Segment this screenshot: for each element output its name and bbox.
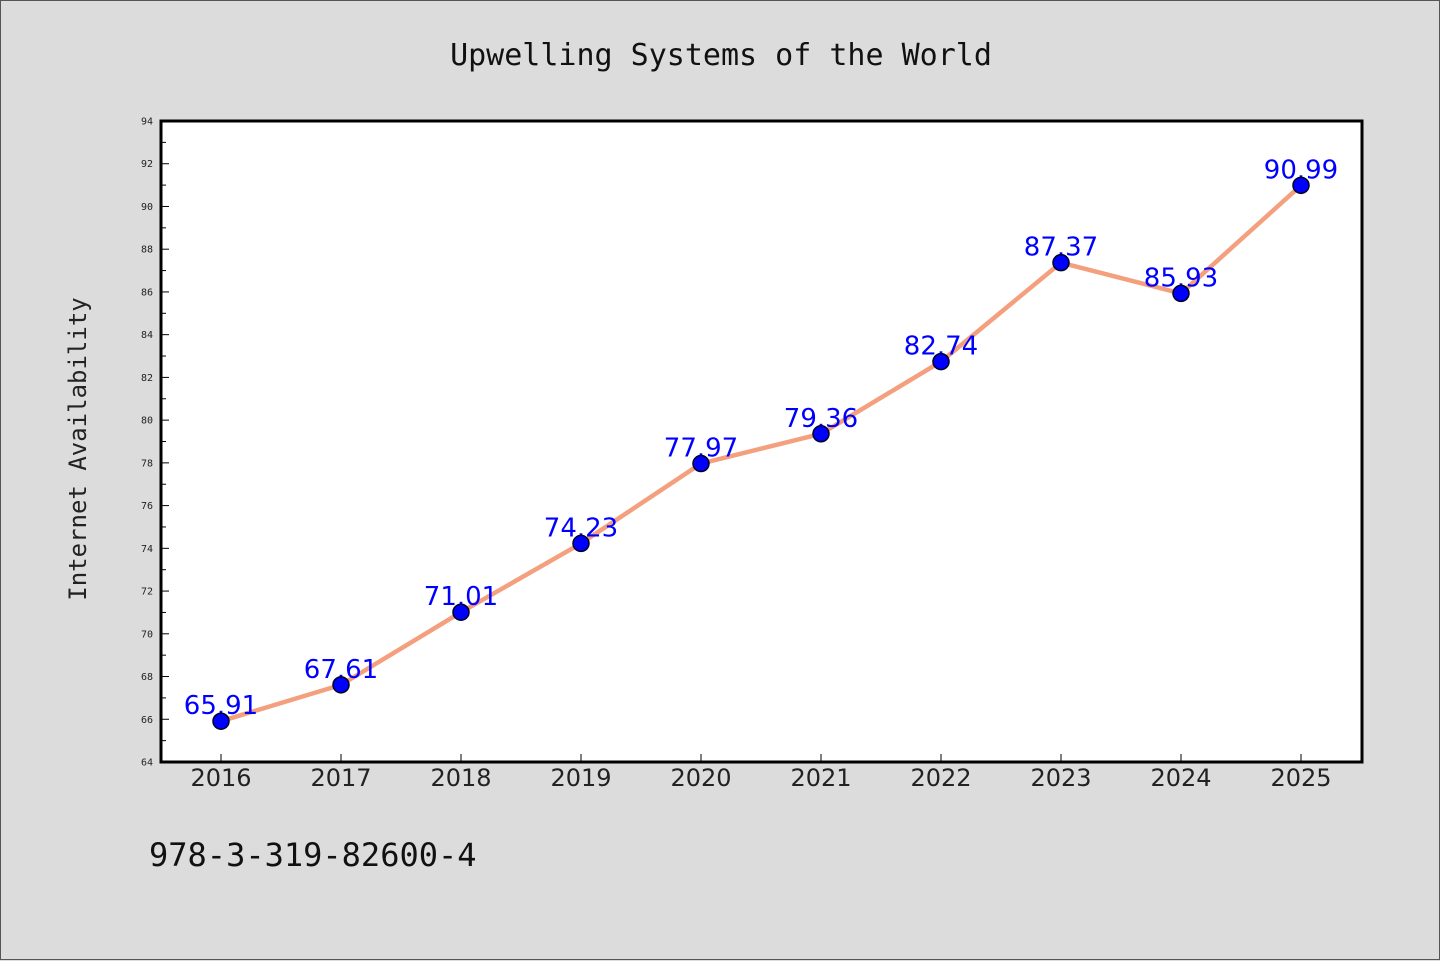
y-tick-label: 92 — [141, 159, 153, 170]
y-tick-label: 88 — [141, 245, 153, 256]
data-point — [1052, 253, 1070, 272]
data-point — [332, 676, 350, 694]
x-tick-label: 2018 — [430, 764, 491, 792]
y-tick-label: 78 — [141, 458, 153, 469]
y-axis-label: Internet Availability — [64, 297, 92, 600]
footer-code: 978-3-319-82600-4 — [149, 836, 477, 874]
x-tick-label: 2017 — [310, 764, 371, 792]
y-tick-label: 82 — [141, 373, 153, 384]
x-tick-label: 2020 — [670, 764, 731, 792]
x-tick-label: 2022 — [910, 764, 971, 792]
x-tick-label: 2025 — [1270, 764, 1331, 792]
y-tick-label: 90 — [141, 202, 153, 213]
chart-title: Upwelling Systems of the World — [450, 38, 992, 73]
y-tick-label: 70 — [141, 629, 153, 640]
data-point — [1292, 176, 1310, 195]
x-tick-label: 2023 — [1030, 764, 1091, 792]
series-line — [220, 183, 1303, 724]
y-tick-label: 64 — [141, 758, 153, 769]
y-tick-label: 66 — [141, 715, 153, 726]
x-axis-ticks: 2016 2017 2018 2019 2020 2021 2022 2023 2024 2025 — [190, 754, 1332, 792]
data-point — [1172, 284, 1190, 303]
y-tick-label: 84 — [141, 330, 153, 341]
x-tick-label: 2019 — [550, 764, 611, 792]
data-point — [212, 712, 230, 730]
x-tick-label: 2024 — [1150, 764, 1211, 792]
y-tick-label: 74 — [141, 544, 153, 555]
y-tick-label: 72 — [141, 587, 153, 598]
y-tick-label: 76 — [141, 501, 153, 512]
plot-area — [159, 119, 1364, 764]
y-tick-label: 80 — [141, 416, 153, 427]
y-tick-label: 86 — [141, 287, 153, 298]
y-axis-ticks: 64 66 68 70 72 74 76 78 80 82 84 86 88 90 92 94 — [141, 117, 169, 769]
x-tick-label: 2016 — [190, 764, 251, 792]
data-point — [452, 603, 470, 621]
y-tick-label: 94 — [141, 117, 153, 128]
data-point — [932, 352, 950, 371]
data-point — [692, 454, 710, 473]
x-tick-label: 2021 — [790, 764, 851, 792]
data-point — [812, 425, 830, 443]
y-tick-label: 68 — [141, 672, 153, 683]
data-point — [572, 534, 590, 553]
data-markers — [212, 176, 1310, 730]
